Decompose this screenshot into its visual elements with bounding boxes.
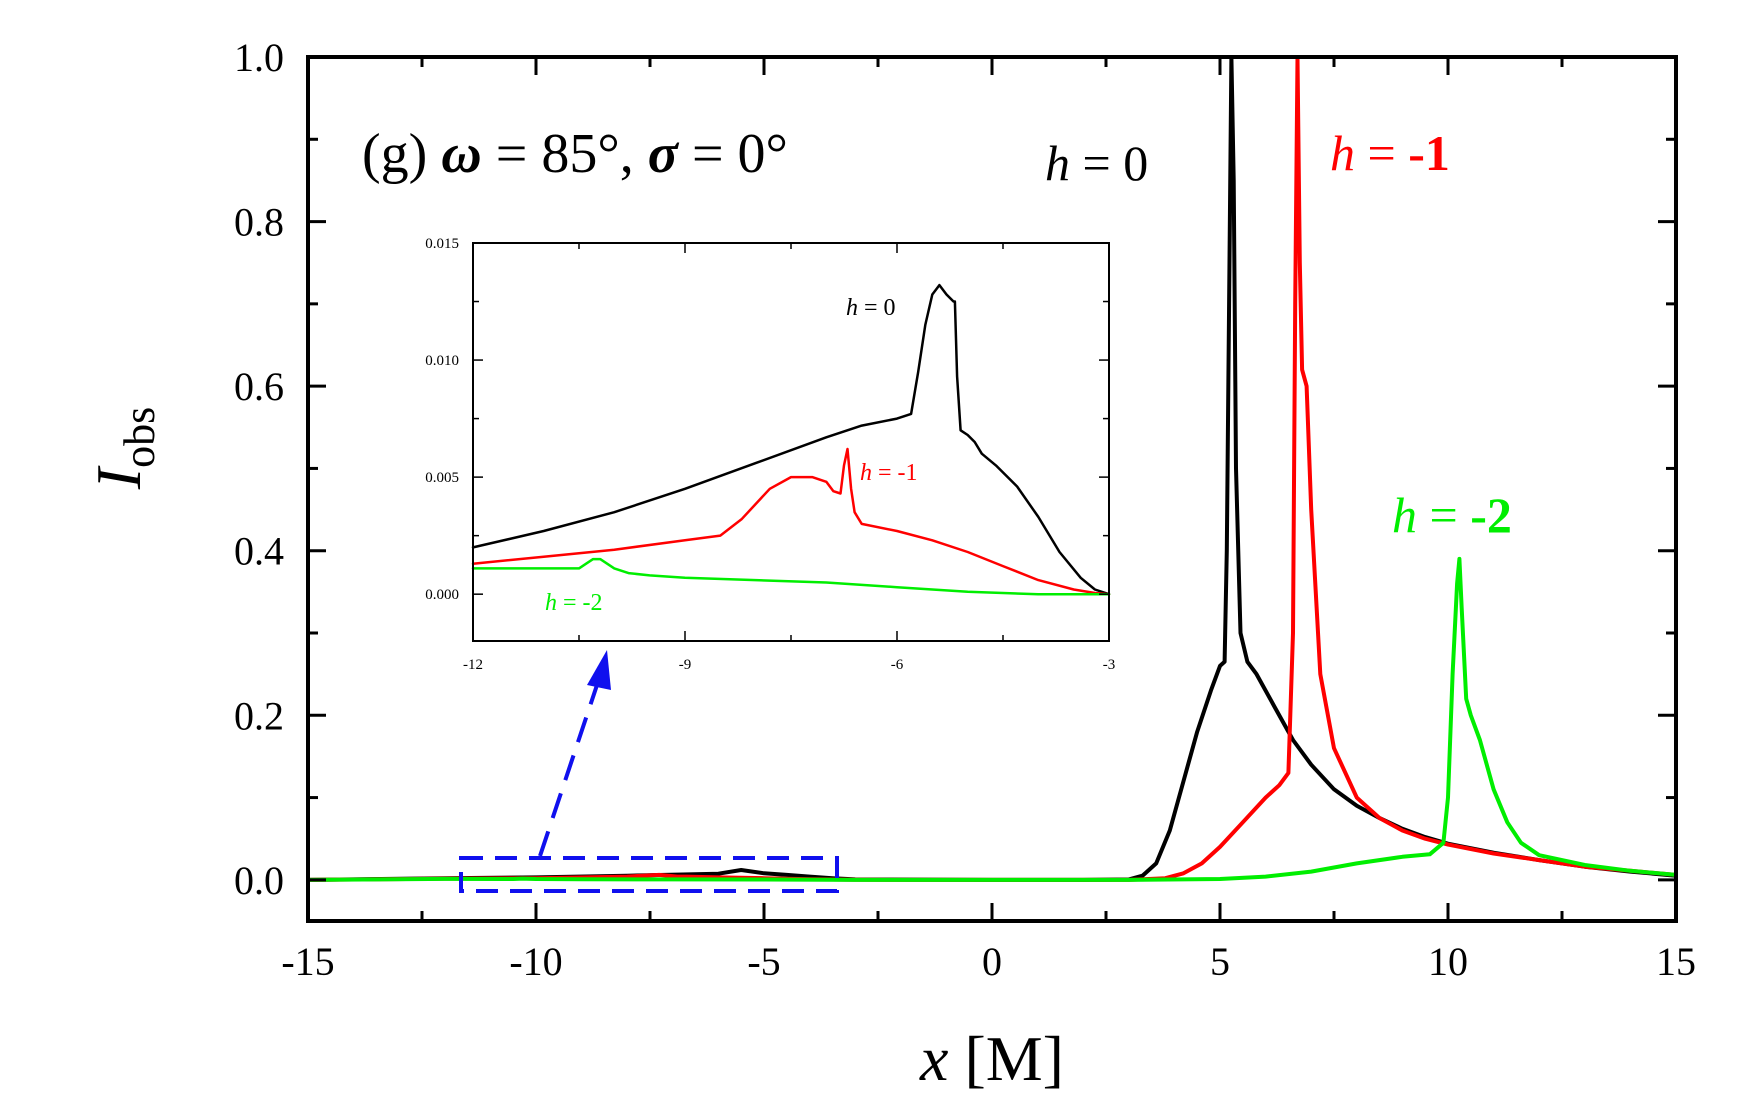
inset-series-layer	[471, 283, 1111, 596]
inset-xtick-label: -3	[1103, 657, 1116, 673]
main-xtick-label: -5	[747, 939, 780, 984]
zoom-arrow-shaft	[538, 681, 600, 857]
main-ytick-label: 0.8	[234, 200, 284, 245]
inset-label-h0: h = 0	[846, 295, 896, 321]
panel-title-omega: ω	[441, 123, 482, 185]
y-axis-title: Iobs	[83, 407, 164, 490]
inset-ytick-label: 0.000	[425, 587, 459, 603]
panel-title-sigma-value: = 0°	[692, 123, 788, 185]
main-plot: -15 -10 -5 0 5 10 15 0.0 0.2 0.4 0.6 0.8 1.0 (g) ω =…	[83, 35, 1696, 1094]
main-xtick-label: 0	[982, 939, 1002, 984]
panel-title: (g) ω = 85°, σ = 0°	[362, 123, 788, 185]
main-ytick-label: 0.4	[234, 529, 284, 574]
inset-series-line-1	[471, 447, 1111, 596]
panel-title-sigma: σ	[648, 123, 680, 185]
main-xtick-label: -15	[281, 939, 334, 984]
main-series-line-2	[306, 556, 1678, 882]
main-ytick-label: 0.2	[234, 693, 284, 738]
main-xtick-label: 10	[1428, 939, 1468, 984]
panel-title-omega-value: = 85°,	[496, 123, 648, 185]
inset-ytick-label: 0.015	[425, 236, 459, 252]
main-ytick-label: 0.0	[234, 858, 284, 903]
main-xtick-label: 15	[1656, 939, 1696, 984]
main-ytick-label: 1.0	[234, 35, 284, 80]
inset-ytick-label: 0.005	[425, 470, 459, 486]
legend-label-h0: h = 0	[1045, 135, 1148, 191]
inset-xtick-label: -9	[679, 657, 692, 673]
inset-label-h-minus-1: h = -1	[860, 460, 918, 486]
legend-label-h-minus-2: h = -2	[1392, 487, 1512, 543]
inset-background	[473, 243, 1109, 641]
inset-ticks	[472, 242, 1110, 641]
main-ytick-label: 0.6	[234, 364, 284, 409]
inset-tick-labels: -12 -9 -6 -3 0.000 0.005 0.010 0.015	[425, 236, 1115, 673]
inset-ytick-label: 0.010	[425, 353, 459, 369]
main-tick-labels: -15 -10 -5 0 5 10 15 0.0 0.2 0.4 0.6 0.8 1.0	[234, 35, 1696, 984]
zoom-region-box	[459, 856, 839, 893]
panel-title-prefix: (g)	[362, 123, 441, 185]
legend-label-h-minus-1: h = -1	[1330, 125, 1450, 181]
main-xtick-label: 5	[1210, 939, 1230, 984]
inset-series-line-0	[471, 283, 1111, 596]
main-series-layer	[306, 55, 1678, 882]
x-axis-title: x [M]	[919, 1023, 1064, 1094]
main-series-line-1	[306, 55, 1678, 882]
inset-series-line-2	[471, 557, 1111, 596]
inset-label-h-minus-2: h = -2	[545, 590, 603, 616]
inset-xtick-label: -12	[463, 657, 483, 673]
inset-plot: -12 -9 -6 -3 0.000 0.005 0.010 0.015 h = 0 h = …	[425, 236, 1115, 673]
main-ticks	[306, 55, 1678, 921]
main-xtick-label: -10	[509, 939, 562, 984]
inset-xtick-label: -6	[891, 657, 904, 673]
zoom-arrow-head	[587, 650, 611, 690]
